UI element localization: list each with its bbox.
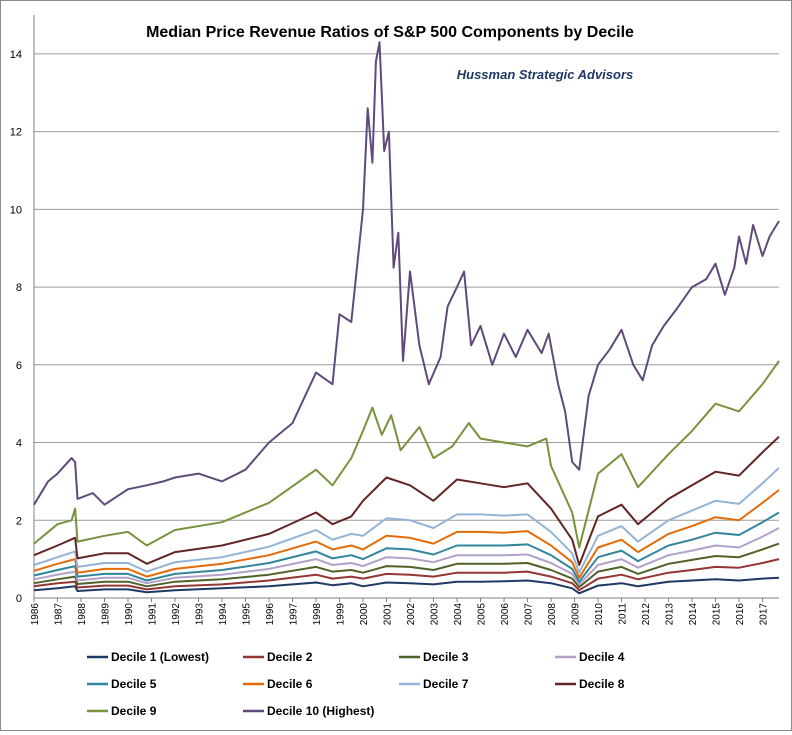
legend-label-10: Decile 10 (Highest) bbox=[267, 704, 374, 718]
x-tick-label: 1998 bbox=[312, 603, 323, 626]
x-tick-label: 1991 bbox=[148, 603, 159, 626]
series-line-5 bbox=[33, 511, 780, 583]
y-axis: 0 2 4 6 8 10 12 14 bbox=[10, 15, 35, 605]
x-tick-label: 1996 bbox=[265, 603, 276, 626]
x-tick-label: 1992 bbox=[171, 603, 182, 626]
series-line-2 bbox=[33, 558, 780, 592]
legend-label-1: Decile 1 (Lowest) bbox=[111, 650, 209, 664]
series-line-1 bbox=[33, 576, 780, 595]
x-tick-label: 2016 bbox=[735, 603, 746, 626]
series-line-10 bbox=[33, 41, 780, 506]
legend-label-7: Decile 7 bbox=[423, 677, 469, 691]
x-tick-label: 1994 bbox=[218, 603, 229, 626]
x-tick-label: 1997 bbox=[289, 603, 300, 626]
chart-title: Median Price Revenue Ratios of S&P 500 C… bbox=[146, 24, 634, 41]
x-tick-label: 2014 bbox=[688, 603, 699, 626]
series-line-9 bbox=[33, 360, 780, 549]
legend-label-2: Decile 2 bbox=[267, 650, 313, 664]
x-tick-label: 2000 bbox=[359, 603, 370, 626]
x-tick-label: 2009 bbox=[571, 603, 582, 626]
legend-label-5: Decile 5 bbox=[111, 677, 157, 691]
x-tick-label: 2006 bbox=[500, 603, 511, 626]
y-tick-label: 0 bbox=[16, 593, 22, 605]
y-tick-label: 12 bbox=[10, 127, 22, 139]
x-tick-label: 2012 bbox=[641, 603, 652, 626]
series-line-3 bbox=[33, 542, 780, 589]
y-tick-label: 4 bbox=[16, 438, 22, 450]
x-tick-label: 2013 bbox=[665, 603, 676, 626]
series-line-6 bbox=[33, 489, 780, 579]
series-line-4 bbox=[33, 527, 780, 586]
legend-label-8: Decile 8 bbox=[579, 677, 625, 691]
series-lines bbox=[33, 41, 780, 595]
x-tick-label: 1995 bbox=[242, 603, 253, 626]
x-tick-label: 2001 bbox=[383, 603, 394, 626]
x-tick-label: 2011 bbox=[618, 603, 629, 625]
y-tick-label: 8 bbox=[16, 282, 22, 294]
y-tick-label: 2 bbox=[16, 515, 22, 527]
grid-lines bbox=[34, 53, 779, 521]
legend: Decile 1 (Lowest) Decile 2 Decile 3 Decile … bbox=[87, 650, 625, 718]
x-tick-label: 1993 bbox=[195, 603, 206, 626]
x-tick-label: 2004 bbox=[453, 603, 464, 626]
x-axis: 1986 1987 1988 1989 1990 1991 1992 1993 1994 1995… bbox=[30, 597, 779, 626]
chart-subtitle: Hussman Strategic Advisors bbox=[457, 67, 634, 82]
y-tick-label: 10 bbox=[10, 204, 22, 216]
x-tick-label: 1986 bbox=[30, 603, 41, 626]
x-tick-label: 1989 bbox=[101, 603, 112, 626]
legend-label-4: Decile 4 bbox=[579, 650, 625, 664]
x-tick-label: 2007 bbox=[524, 603, 535, 626]
series-line-8 bbox=[33, 435, 780, 566]
x-tick-label: 1987 bbox=[54, 603, 65, 626]
legend-label-6: Decile 6 bbox=[267, 677, 313, 691]
series-line-7 bbox=[33, 467, 780, 574]
x-tick-label: 1990 bbox=[124, 603, 135, 626]
legend-label-9: Decile 9 bbox=[111, 704, 157, 718]
x-tick-label: 2015 bbox=[712, 603, 723, 626]
x-tick-label: 2003 bbox=[430, 603, 441, 626]
x-tick-label: 2010 bbox=[594, 603, 605, 626]
x-tick-label: 2017 bbox=[759, 603, 770, 626]
x-tick-label: 2005 bbox=[477, 603, 488, 626]
x-tick-label: 1988 bbox=[77, 603, 88, 626]
x-tick-label: 2008 bbox=[547, 603, 558, 626]
legend-label-3: Decile 3 bbox=[423, 650, 469, 664]
y-tick-label: 6 bbox=[16, 360, 22, 372]
y-tick-label: 14 bbox=[10, 49, 22, 61]
x-tick-label: 1999 bbox=[336, 603, 347, 626]
x-tick-label: 2002 bbox=[406, 603, 417, 626]
